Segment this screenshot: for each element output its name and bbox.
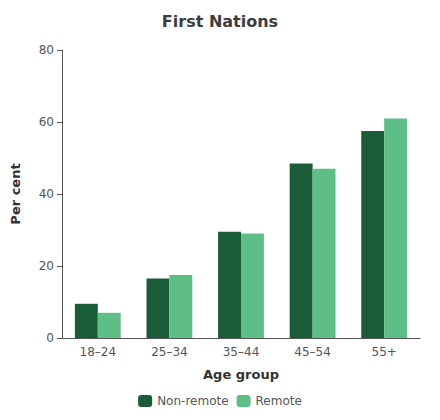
svg-text:Remote: Remote	[256, 394, 302, 408]
svg-text:20: 20	[39, 259, 54, 273]
svg-text:Per cent: Per cent	[8, 163, 23, 224]
svg-text:0: 0	[46, 331, 54, 345]
svg-text:Age group: Age group	[203, 367, 279, 382]
svg-text:Non-remote: Non-remote	[157, 394, 228, 408]
svg-text:25–34: 25–34	[151, 345, 188, 359]
svg-text:45–54: 45–54	[294, 345, 331, 359]
svg-text:55+: 55+	[372, 345, 397, 359]
svg-text:35–44: 35–44	[223, 345, 260, 359]
svg-text:18–24: 18–24	[80, 345, 117, 359]
svg-text:First Nations: First Nations	[162, 12, 278, 31]
svg-text:40: 40	[39, 187, 54, 201]
svg-text:60: 60	[39, 115, 54, 129]
svg-text:80: 80	[39, 43, 54, 57]
